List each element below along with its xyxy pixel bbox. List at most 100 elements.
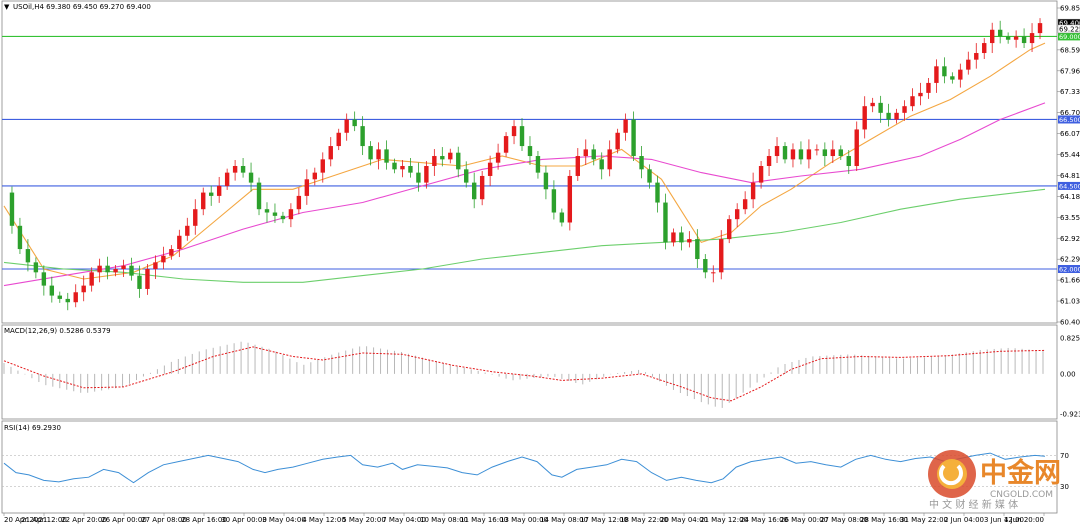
- candle-body: [296, 195, 302, 210]
- candle-body: [1021, 36, 1027, 44]
- candle-body: [432, 156, 437, 166]
- candle-body: [408, 165, 413, 173]
- candle-body: [862, 106, 867, 130]
- candle-body: [9, 192, 15, 226]
- candle-body: [790, 149, 796, 160]
- candle-body: [185, 225, 190, 236]
- candle-body: [830, 149, 836, 157]
- time-tick-label: 2 Jun 04:00: [944, 516, 984, 524]
- candle-body: [798, 149, 804, 160]
- candle-body: [703, 259, 708, 273]
- level-box: [1058, 32, 1080, 41]
- candle-body: [392, 162, 397, 170]
- price-pane-border: [1, 0, 1058, 324]
- candle-body: [113, 269, 118, 273]
- price-tick-label: 65.445: [1060, 151, 1080, 159]
- candlesticks: [9, 18, 1043, 311]
- price-pane: 69.855 69.225 68.595 67.965 67.335 66.705 66.0…: [1, 0, 1080, 327]
- time-tick-label: 31 May 22:00: [900, 516, 948, 524]
- candle-body: [878, 102, 883, 113]
- candle-body: [950, 76, 955, 80]
- candle-body: [934, 66, 939, 83]
- candle-body: [822, 149, 828, 157]
- candle-body: [894, 112, 899, 120]
- price-axis-boxes: 69.000 66.500 64.500 62.000 69.40069.225: [1057, 18, 1080, 274]
- price-tick-label: 68.595: [1060, 46, 1080, 54]
- current-price-box: [1057, 24, 1080, 34]
- candle-body: [1029, 33, 1035, 44]
- candle-body: [464, 169, 469, 183]
- macd-histogram: [3, 341, 1044, 408]
- time-tick-label: 28 Apr 16:00: [181, 516, 227, 524]
- symbol-header: USOil,H4 69.380 69.450 69.270 69.400: [13, 3, 151, 11]
- time-tick-label: 24 May 16:00: [740, 516, 788, 524]
- candle-body: [328, 146, 333, 160]
- price-tick-label: 69.855: [1060, 5, 1080, 13]
- moving-averages: [3, 42, 1046, 287]
- candle-body: [471, 182, 477, 200]
- cngold-watermark: 中金网 中 文 财 经 新 媒 体 CNGOLD.COM: [928, 450, 1061, 511]
- candle-body: [161, 255, 166, 263]
- candle-body: [264, 209, 270, 213]
- macd-signal-line: [3, 346, 1046, 402]
- level-label: 69.000: [1059, 33, 1080, 41]
- candle-body: [240, 165, 246, 173]
- level-box: [1058, 181, 1080, 190]
- rsi-tick-label: 30: [1060, 483, 1069, 491]
- candle-body: [57, 295, 62, 299]
- cngold-url: CNGOLD.COM: [990, 490, 1053, 500]
- candle-body: [1013, 36, 1019, 40]
- candle-body: [527, 146, 533, 157]
- macd-pane: 0.8254 0.00 -0.9234 MACD(12,26,9) 0.5286 0…: [1, 324, 1080, 420]
- candle-body: [543, 172, 549, 190]
- time-tick-label: 28 May 16:00: [860, 516, 908, 524]
- rsi-title: RSI(14) 69.2930: [4, 424, 61, 432]
- level-box: [1058, 115, 1080, 124]
- time-tick-label: 27 Apr 08:00: [141, 516, 187, 524]
- candle-body: [424, 165, 429, 183]
- candle-body: [65, 298, 70, 303]
- candle-body: [1037, 23, 1043, 34]
- candle-body: [280, 215, 286, 220]
- price-tick-label: 62.295: [1060, 256, 1080, 264]
- candle-body: [145, 269, 150, 289]
- candle-body: [384, 149, 389, 163]
- time-tick-label: 3 Jun 12:00: [984, 516, 1024, 524]
- price-tick-label: 66.075: [1060, 130, 1080, 138]
- candle-body: [177, 235, 182, 250]
- time-tick-label: 10 May 08:00: [420, 516, 468, 524]
- candle-body: [105, 265, 110, 273]
- symbol-header-arrow[interactable]: ▼: [4, 3, 10, 11]
- candle-body: [758, 165, 764, 183]
- ma-line: [3, 42, 1046, 280]
- time-tick-label: 26 May 00:00: [780, 516, 828, 524]
- candle-body: [671, 232, 676, 243]
- candle-body: [679, 232, 684, 243]
- candle-body: [942, 66, 947, 77]
- rsi-tick-label: 70: [1060, 452, 1069, 460]
- price-tick-label: 66.705: [1060, 109, 1080, 117]
- candle-body: [487, 162, 493, 176]
- candle-body: [209, 192, 214, 196]
- candle-body: [607, 149, 612, 170]
- current-price-label: 69.400: [1059, 20, 1080, 28]
- price-tick-label: 62.925: [1060, 235, 1080, 243]
- candle-body: [599, 159, 604, 170]
- candle-body: [121, 265, 126, 270]
- candle-body: [368, 146, 373, 160]
- candle-body: [766, 156, 772, 166]
- cngold-subtitle: 中 文 财 经 新 媒 体: [929, 498, 1018, 511]
- candle-body: [479, 175, 485, 200]
- candle-body: [97, 265, 102, 273]
- candle-body: [153, 262, 158, 270]
- candle-body: [838, 149, 843, 157]
- candle-body: [742, 199, 748, 210]
- candle-body: [631, 119, 636, 157]
- candle-body: [169, 249, 174, 256]
- candle-body: [1005, 36, 1011, 40]
- price-tick-label: 60.405: [1060, 319, 1080, 327]
- horizontal-levels: [2, 35, 1057, 270]
- level-label: 66.500: [1059, 116, 1080, 124]
- time-tick-label: 3 May 04:00: [262, 516, 306, 524]
